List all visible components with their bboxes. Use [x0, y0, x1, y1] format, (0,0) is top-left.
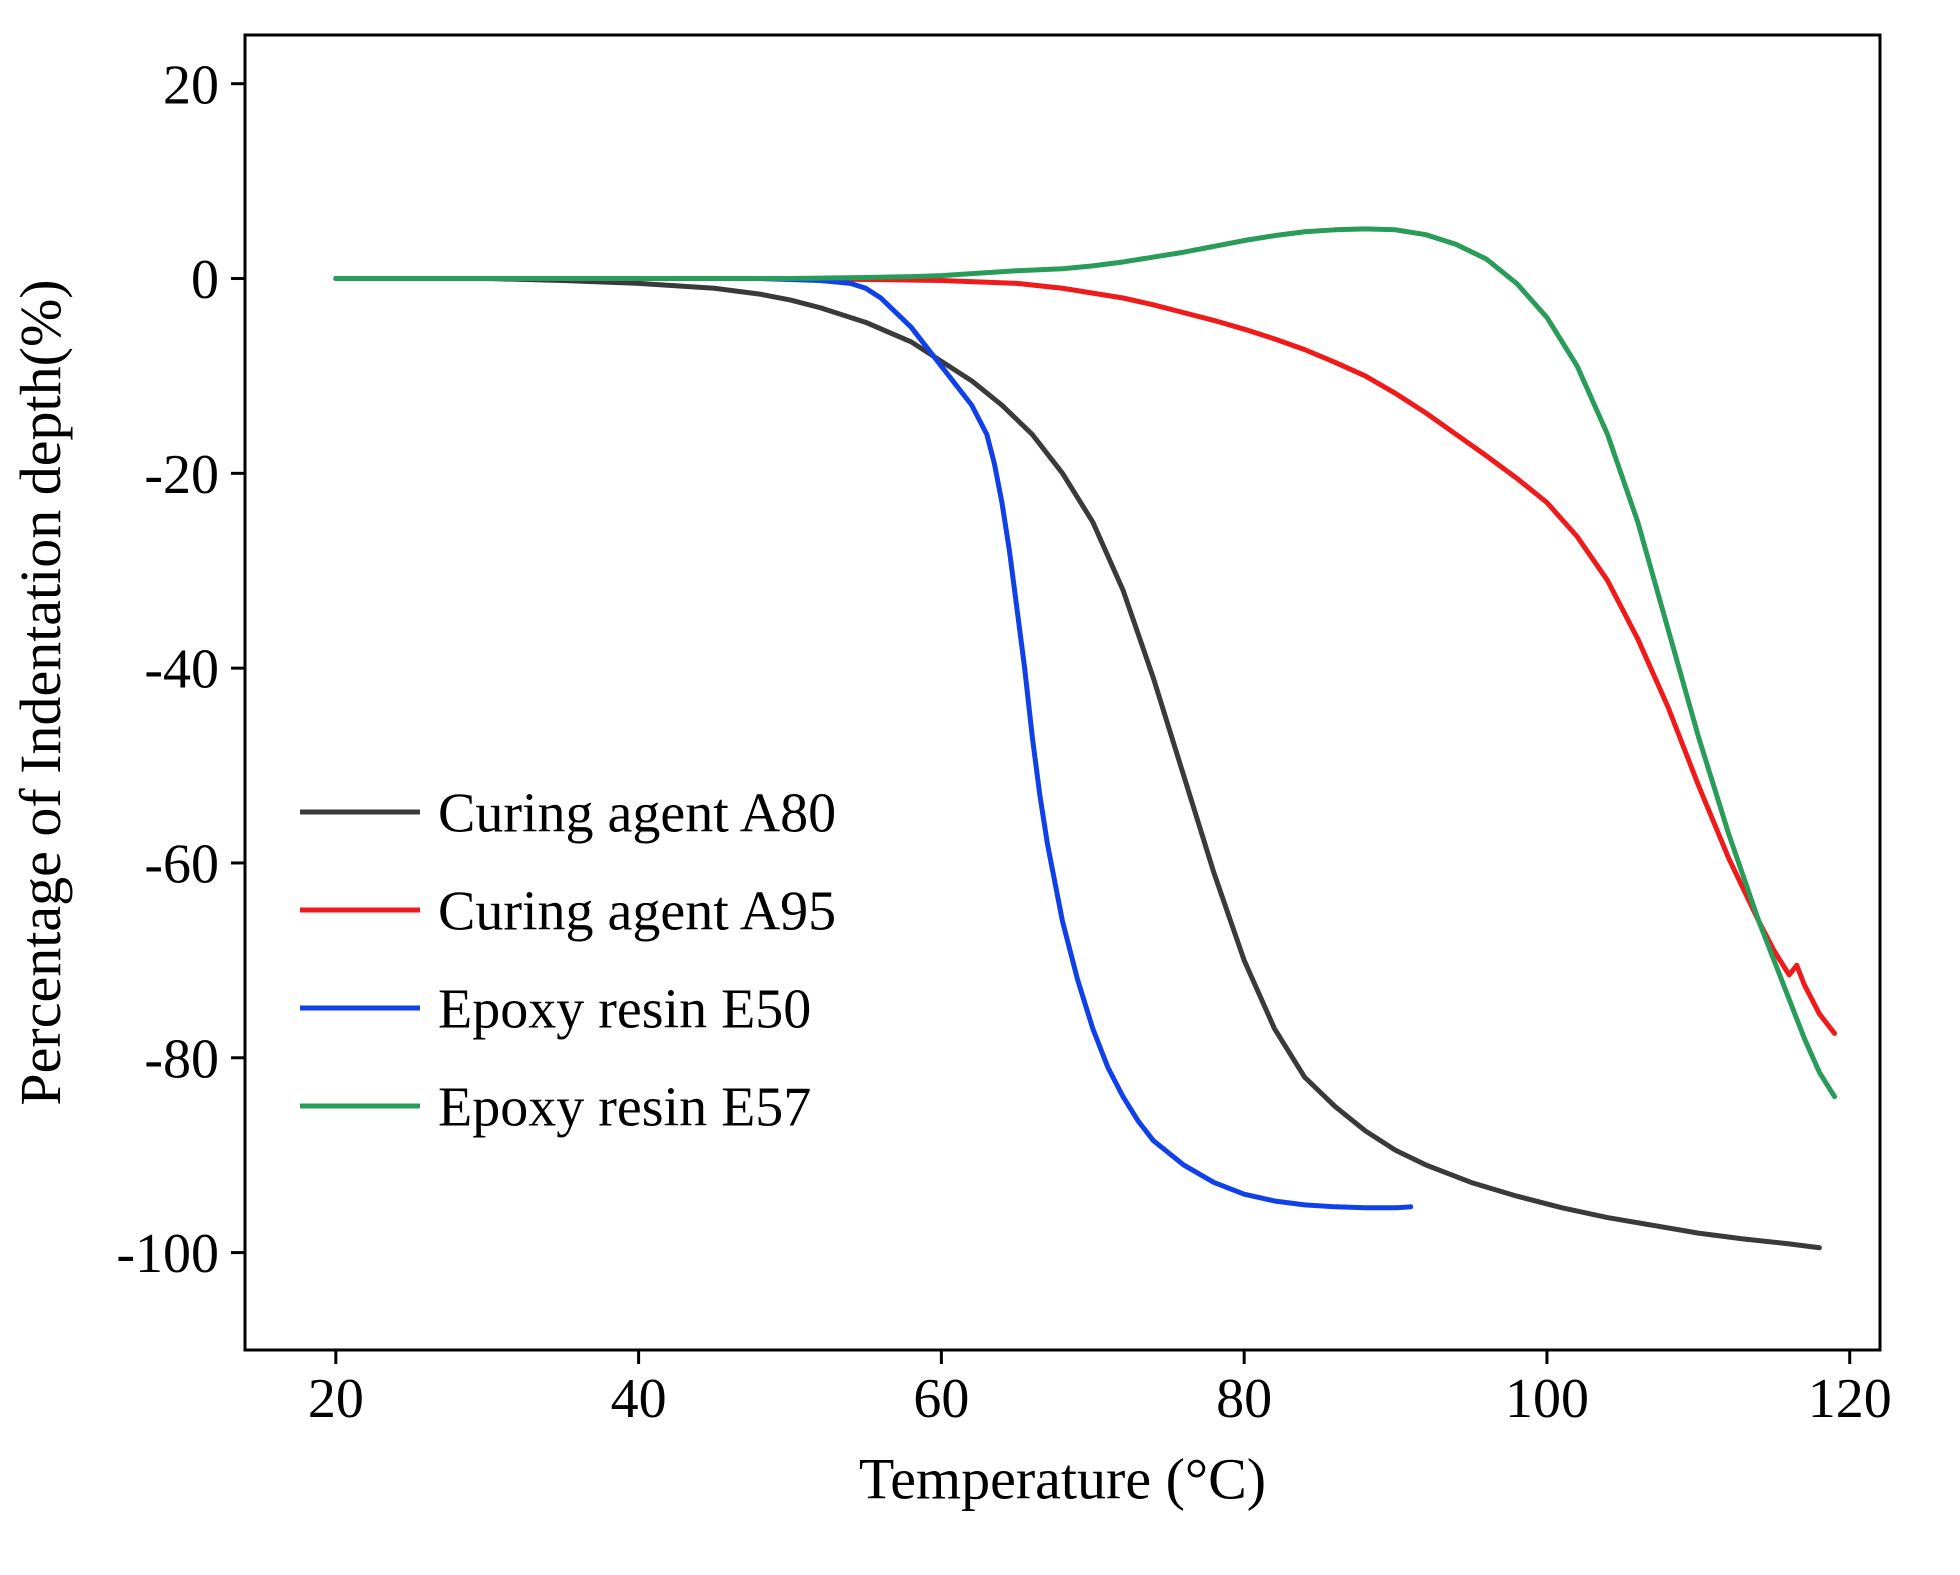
x-tick-label: 80	[1216, 1368, 1272, 1430]
y-tick-label: 20	[163, 54, 219, 116]
y-tick-label: -40	[144, 639, 219, 701]
x-tick-label: 60	[913, 1368, 969, 1430]
x-tick-label: 20	[308, 1368, 364, 1430]
y-axis-label: Percentage of Indentation depth(%)	[8, 279, 73, 1105]
x-tick-label: 40	[611, 1368, 667, 1430]
x-tick-label: 100	[1505, 1368, 1589, 1430]
x-axis-label: Temperature (°C)	[859, 1446, 1266, 1511]
chart-svg: 20 40 60 80 100 120 Temperature (°C) -100 -80 -60…	[0, 0, 1960, 1575]
y-tick-label: -100	[116, 1223, 219, 1285]
y-tick-label: -20	[144, 444, 219, 506]
legend-label: Curing agent A95	[438, 881, 836, 943]
y-tick-label: -80	[144, 1028, 219, 1090]
indentation-depth-chart: 20 40 60 80 100 120 Temperature (°C) -100 -80 -60…	[0, 0, 1960, 1575]
legend-label: Epoxy resin E50	[438, 979, 811, 1041]
x-tick-label: 120	[1808, 1368, 1892, 1430]
legend-label: Epoxy resin E57	[438, 1077, 811, 1139]
legend-label: Curing agent A80	[438, 783, 836, 845]
y-tick-label: 0	[191, 249, 219, 311]
y-tick-label: -60	[144, 834, 219, 896]
